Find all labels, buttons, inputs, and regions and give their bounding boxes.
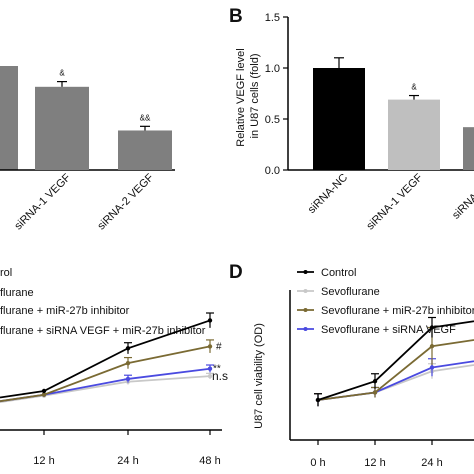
panel-b-y-tick-label-1: 0.5	[265, 114, 280, 126]
panel-b-ylabel-line-1: Relative VEGF level	[235, 48, 247, 146]
panel-a-tick-label-1: siRNA-1 VEGF	[12, 171, 73, 232]
panel-d-legend: Control Sevoflurane Sevoflurane + miR-27b …	[297, 267, 474, 336]
panel-c-annotation-sirna: **	[213, 364, 221, 375]
panel-c-legend-sirna: flurane + siRNA VEGF + miR-27b inhibitor	[0, 325, 206, 337]
panel-d-marks: 0 h 12 h 24 h	[289, 290, 474, 469]
panel-c-series-1-point-0	[41, 388, 47, 394]
panel-d-legend-label-1: Control	[321, 267, 356, 279]
panel-c-legend-mir: flurane + miR-27b inhibitor	[0, 305, 130, 317]
panel-b-tick-label-2: siRNA-1 VEGF	[364, 171, 425, 232]
panel-d-series-line-4	[317, 360, 474, 401]
panel-c-series-line-3	[0, 345, 211, 403]
panel-d-series-1-point-1	[372, 379, 378, 384]
panel-c-annotation-sevo: n.s	[212, 369, 228, 383]
panel-a-sig-2: &&	[140, 113, 151, 122]
panel-a-bar-1	[35, 86, 89, 170]
panel-c-legend: rol flurane flurane + miR-27b inhibitor …	[0, 267, 206, 337]
panel-d-series-3-point-2	[429, 344, 435, 349]
panel-b-bar-2	[388, 99, 440, 170]
panel-c-series-3-point-2	[207, 344, 213, 349]
panel-d-series-3-point-1	[372, 390, 378, 395]
panel-c-series-1-point-2	[207, 318, 213, 323]
panel-d-legend-marker-1	[303, 270, 308, 274]
panel-c-x-tick-label-0: 12 h	[33, 455, 54, 467]
panel-b-y-tick-label-3: 1.5	[265, 12, 280, 24]
panel-b-tick-label-1: siRNA-NC	[306, 172, 350, 216]
panel-c-x-tick-label-1: 24 h	[117, 455, 138, 467]
panel-c-series-3-point-0	[41, 392, 47, 397]
panel-d-legend-marker-4	[303, 327, 308, 331]
panel-a-bar-2	[118, 130, 172, 170]
panel-d: D Control Sevoflurane Sevoflurane + miR-27…	[229, 262, 474, 469]
panel-c-series-4-point-2	[207, 366, 213, 371]
panel-d-series-1-point-2	[429, 325, 435, 330]
panel-b-sig-2: &	[411, 83, 417, 92]
panel-d-y-axis-label: U87 cell viability (OD)	[253, 323, 265, 429]
panel-c-annotation-mir: #	[216, 341, 222, 352]
panel-a-marks: & siRNA-1 VEGF && siRNA-2 VEGF	[12, 69, 172, 232]
panel-b-ylabel-line-2: in U87 cells (fold)	[249, 54, 261, 139]
panel-d-legend-label-2: Sevoflurane	[321, 286, 380, 298]
panel-b-bar-3	[463, 127, 474, 170]
panel-d-series-line-1	[317, 320, 474, 401]
panel-c-series-2-point-2	[207, 373, 213, 379]
panel-c: rol flurane flurane + miR-27b inhibitor …	[0, 267, 228, 467]
panel-a: & siRNA-1 VEGF && siRNA-2 VEGF	[0, 66, 175, 232]
panel-b-bar-1	[313, 68, 365, 170]
panel-c-series-1-point-1	[125, 346, 131, 351]
panel-d-x-tick-label-2: 24 h	[421, 457, 442, 469]
panel-b-y-tick-label-0: 0.0	[265, 165, 280, 177]
panel-c-x-tick-label-2: 48 h	[199, 455, 220, 467]
panel-c-legend-control: rol	[0, 267, 12, 279]
panel-b-y-axis-label: Relative VEGF level in U87 cells (fold)	[235, 45, 261, 147]
panel-d-series-line-3	[317, 339, 474, 401]
panel-d-legend-label-3: Sevoflurane + miR-27b inhibitor	[321, 305, 474, 317]
panel-c-series-line-1	[0, 319, 211, 399]
panel-c-series-4-point-1	[125, 376, 131, 382]
panel-a-tick-label-2: siRNA-2 VEGF	[95, 171, 156, 232]
panel-c-legend-sevoflurane: flurane	[0, 287, 34, 299]
panel-b: B 0.0 0.5 1.0 1.5 siRNA-NC & siRNA-1 VEGF siRNA…	[229, 6, 474, 232]
panel-c-series-line-2	[0, 375, 211, 404]
panel-b-y-tick-label-2: 1.0	[265, 63, 280, 75]
panel-d-series-4-point-2	[429, 365, 435, 370]
panel-a-bar-control-partial	[0, 66, 18, 170]
panel-d-legend-marker-3	[303, 308, 308, 312]
panel-c-series-3-point-1	[125, 360, 131, 366]
panel-d-legend-marker-2	[303, 289, 308, 293]
panel-c-marks: 12 h 24 h 48 h # **n.s	[0, 312, 228, 467]
panel-a-sig-1: &	[59, 69, 65, 78]
panel-label-b: B	[229, 6, 243, 27]
panel-d-legend-label-4: Sevoflurane + siRNA VEGF	[321, 324, 456, 336]
panel-d-x-tick-label-1: 12 h	[364, 457, 385, 469]
panel-d-x-tick-label-0: 0 h	[310, 457, 325, 469]
panel-b-tick-label-3: siRNA-2 VE	[450, 172, 474, 222]
panel-label-d: D	[229, 262, 243, 283]
panel-d-series-1-point-0	[315, 397, 321, 403]
panel-b-marks: 0.0 0.5 1.0 1.5 siRNA-NC & siRNA-1 VEGF siRNA-2…	[265, 12, 474, 232]
